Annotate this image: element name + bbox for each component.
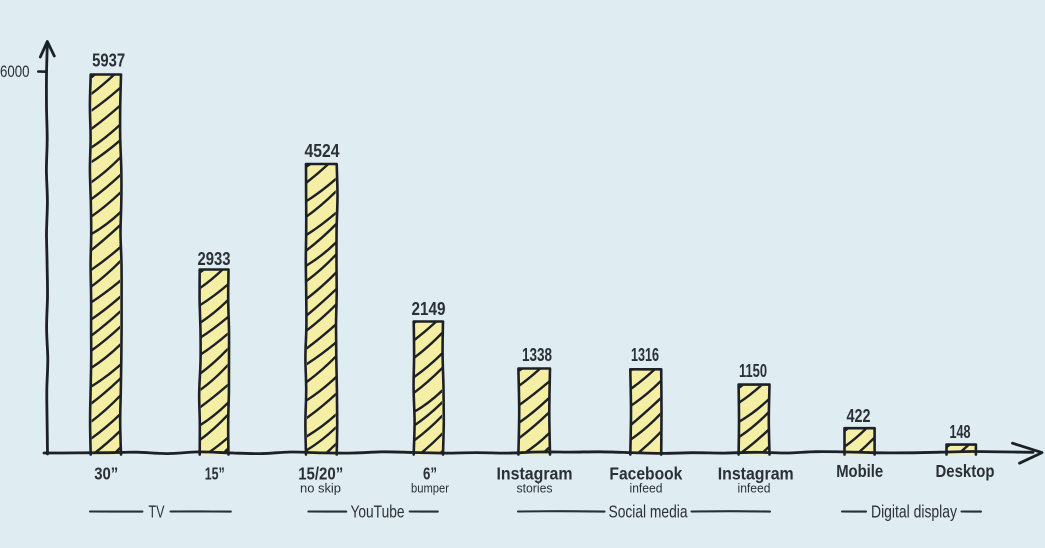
svg-text:infeed: infeed [738, 481, 771, 496]
svg-text:148: 148 [950, 422, 971, 442]
svg-text:stories: stories [517, 481, 553, 496]
svg-text:30”: 30” [94, 464, 118, 484]
svg-text:bumper: bumper [411, 481, 450, 496]
svg-text:YouTube: YouTube [351, 502, 405, 522]
svg-text:4524: 4524 [305, 141, 340, 161]
svg-text:Social media: Social media [609, 502, 688, 522]
svg-text:5937: 5937 [92, 51, 125, 71]
svg-text:1150: 1150 [739, 361, 767, 381]
svg-text:Mobile: Mobile [836, 461, 883, 481]
svg-text:Instagram: Instagram [718, 464, 794, 484]
svg-text:422: 422 [847, 406, 871, 426]
svg-text:TV: TV [149, 502, 165, 522]
svg-text:infeed: infeed [630, 481, 663, 496]
svg-text:Digital display: Digital display [871, 502, 957, 522]
svg-text:15/20”: 15/20” [298, 464, 343, 484]
svg-text:no skip: no skip [300, 481, 341, 496]
svg-text:2933: 2933 [198, 249, 231, 269]
svg-text:Facebook: Facebook [609, 464, 682, 484]
svg-text:6”: 6” [423, 464, 437, 484]
svg-text:Instagram: Instagram [497, 464, 573, 484]
svg-text:6000: 6000 [0, 62, 30, 81]
svg-text:15”: 15” [205, 464, 225, 484]
svg-text:Desktop: Desktop [936, 461, 995, 481]
svg-text:2149: 2149 [412, 299, 446, 319]
svg-text:1338: 1338 [522, 345, 552, 365]
svg-text:1316: 1316 [631, 345, 659, 365]
